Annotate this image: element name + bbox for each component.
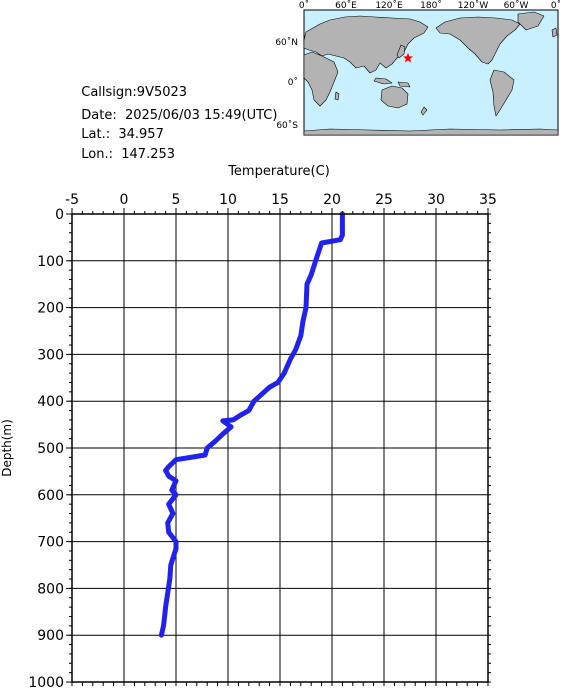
x-tick-labels: -5 0 5 10 15 20 25 30 35 — [65, 192, 497, 208]
map-landmasses — [303, 11, 559, 136]
chart-ticks — [66, 208, 491, 686]
y-tick-label: 500 — [37, 441, 64, 457]
land-greenland — [517, 11, 545, 31]
map-lat-tick: 60˚N — [275, 37, 298, 48]
land-indonesia — [373, 77, 393, 85]
y-tick-label: 400 — [37, 394, 64, 410]
map-lat-tick: 60˚S — [276, 120, 298, 131]
callsign-value: 9V5023 — [136, 85, 188, 100]
y-tick-label: 300 — [37, 347, 64, 363]
land-antarctica — [303, 128, 559, 136]
lat-value: 34.957 — [118, 127, 164, 142]
lat-row: Lat.: 34.957 — [73, 115, 164, 141]
land-japan — [396, 44, 406, 59]
world-map: 0˚ 60˚E 120˚E 180˚ 120˚W 60˚W 0˚ 60˚N 0˚… — [275, 0, 561, 136]
land-australia — [380, 85, 409, 109]
x-tick-label: 10 — [219, 192, 237, 208]
y-tick-label: 800 — [37, 581, 64, 597]
x-axis-label: Temperature(C) — [227, 164, 330, 179]
date-label: Date: — [81, 108, 117, 123]
y-tick-label: 1000 — [28, 675, 64, 690]
star-icon — [403, 53, 413, 63]
chart-data-layer — [158, 211, 345, 638]
map-lon-tick: 60˚E — [335, 0, 357, 11]
y-axis-label: Depth(m) — [0, 419, 14, 477]
map-lon-tick: 120˚E — [375, 0, 403, 11]
land-eurasia — [303, 15, 429, 74]
x-tick-label: 35 — [479, 192, 497, 208]
land-new-guinea — [397, 81, 411, 88]
y-tick-label: 0 — [55, 207, 64, 223]
lon-label: Lon.: — [81, 147, 113, 162]
lon-row: Lon.: 147.253 — [73, 135, 175, 161]
land-british-isles — [551, 27, 558, 38]
land-north-america — [435, 16, 521, 65]
station-info: Callsign:9V5023 — [73, 73, 187, 99]
map-lon-tick: 180˚ — [420, 0, 442, 11]
x-tick-label: -5 — [65, 192, 79, 208]
x-tick-label: 5 — [172, 192, 181, 208]
map-lon-tick: 0˚ — [299, 0, 309, 11]
x-tick-label: 20 — [323, 192, 341, 208]
map-lon-tick: 0˚ — [551, 0, 561, 11]
map-lon-tick: 60˚W — [504, 0, 529, 11]
lat-label: Lat.: — [81, 127, 111, 142]
x-tick-label: 30 — [427, 192, 445, 208]
map-marker — [403, 53, 413, 63]
y-tick-label: 700 — [37, 535, 64, 551]
land-madagascar — [334, 91, 340, 101]
temperature-profile-line — [158, 211, 345, 638]
x-tick-label: 25 — [375, 192, 393, 208]
y-tick-label: 600 — [37, 488, 64, 504]
map-lat-tick: 0˚ — [288, 77, 298, 88]
map-lon-tick: 120˚W — [458, 0, 489, 11]
land-south-america — [489, 69, 515, 117]
map-lon-tick-labels: 0˚ 60˚E 120˚E 180˚ 120˚W 60˚W 0˚ — [299, 0, 561, 11]
y-tick-label: 900 — [37, 628, 64, 644]
y-tick-label: 200 — [37, 301, 64, 317]
chart-grid — [72, 214, 488, 682]
callsign-label: Callsign: — [81, 85, 137, 100]
land-africa — [303, 51, 339, 107]
y-tick-labels: 0 100 200 300 400 500 600 700 800 900 1000 — [28, 207, 64, 690]
date-value: 2025/06/03 15:49(UTC) — [124, 108, 278, 123]
lon-value: 147.253 — [121, 147, 176, 162]
x-tick-label: 15 — [271, 192, 289, 208]
land-new-zealand — [420, 106, 428, 116]
map-lat-tick-labels: 60˚N 0˚ 60˚S — [275, 37, 298, 131]
y-tick-label: 100 — [37, 254, 64, 270]
date-row: Date: 2025/06/03 15:49(UTC) — [73, 96, 277, 122]
x-tick-label: 0 — [120, 192, 129, 208]
profile-chart: -5 0 5 10 15 20 25 30 35 01002003004005006007008… — [0, 164, 497, 690]
